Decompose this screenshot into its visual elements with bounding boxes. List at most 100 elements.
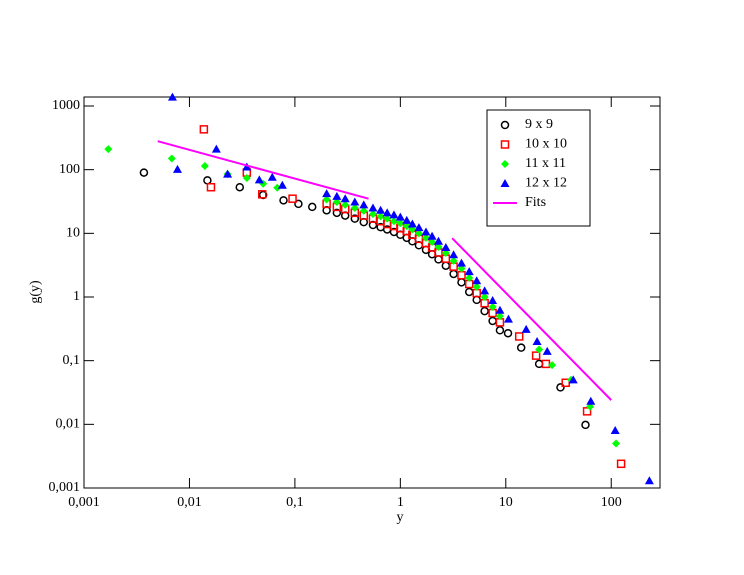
data-point	[548, 361, 557, 370]
data-point	[495, 312, 504, 321]
data-point	[257, 190, 267, 199]
data-point	[277, 180, 287, 189]
data-point	[389, 217, 398, 226]
data-point	[457, 270, 466, 280]
data-point	[104, 145, 113, 154]
data-point	[612, 439, 621, 448]
y-tick-label: 1	[73, 289, 80, 304]
data-point	[428, 238, 437, 247]
data-point	[368, 203, 378, 212]
data-point	[383, 214, 392, 223]
legend-swatch	[500, 140, 510, 149]
data-point	[341, 200, 350, 209]
data-point	[541, 359, 551, 369]
x-axis-label: y	[397, 510, 404, 525]
data-point	[449, 250, 459, 259]
data-point	[211, 144, 221, 153]
x-tick-label: 10	[499, 495, 513, 510]
data-point	[472, 295, 481, 305]
x-tick-label: 0,001	[68, 495, 100, 510]
data-point	[582, 407, 592, 416]
data-point	[332, 208, 342, 218]
data-point	[441, 249, 450, 258]
data-point	[441, 242, 451, 251]
data-point	[223, 169, 233, 178]
data-point	[376, 212, 385, 221]
data-point	[472, 282, 481, 291]
data-point	[456, 258, 466, 267]
data-point	[535, 345, 544, 354]
data-point	[332, 191, 342, 200]
data-point	[464, 287, 474, 297]
legend-swatch	[500, 120, 510, 130]
legend-label: Fits	[525, 195, 546, 210]
data-point	[395, 212, 405, 221]
x-tick-label: 0,1	[286, 495, 304, 510]
x-tick-label: 0,01	[177, 495, 202, 510]
data-point	[288, 194, 297, 203]
data-point	[139, 168, 149, 177]
data-point	[514, 332, 524, 341]
data-point	[273, 183, 282, 192]
data-point	[402, 215, 412, 224]
data-point	[242, 162, 252, 171]
data-point	[480, 306, 489, 316]
legend-swatch	[500, 179, 510, 187]
x-tick-label: 100	[601, 495, 622, 510]
data-point	[495, 305, 505, 314]
legend-label: 9 x 9	[525, 117, 553, 132]
y-tick-label: 100	[59, 162, 80, 177]
data-point	[534, 359, 544, 369]
data-point	[610, 426, 620, 435]
data-point	[449, 269, 458, 279]
data-point	[200, 162, 209, 171]
data-point	[495, 326, 505, 335]
data-point	[464, 267, 474, 276]
legend-label: 12 x 12	[525, 176, 567, 191]
data-point	[516, 343, 526, 352]
data-point	[203, 176, 212, 185]
data-point	[542, 346, 552, 355]
legend-box	[486, 109, 591, 227]
data-point	[434, 243, 443, 252]
data-point	[488, 296, 498, 305]
data-point	[359, 206, 368, 215]
data-point	[480, 286, 490, 295]
data-point	[350, 197, 360, 206]
data-point	[531, 351, 541, 360]
data-point	[568, 375, 578, 384]
data-point	[449, 256, 458, 265]
data-point	[644, 476, 654, 485]
data-point	[586, 396, 596, 405]
data-point	[359, 200, 369, 209]
data-point	[279, 196, 288, 205]
data-point	[332, 198, 341, 207]
fit-line	[157, 140, 612, 401]
data-point	[427, 231, 437, 240]
data-point	[521, 324, 531, 333]
data-point	[167, 92, 177, 101]
data-point	[414, 223, 424, 232]
data-point	[472, 276, 482, 285]
plot-frame	[83, 96, 661, 489]
data-point	[322, 189, 332, 198]
data-point	[503, 328, 513, 338]
data-point	[307, 202, 317, 212]
data-point	[457, 278, 466, 287]
data-point	[421, 227, 431, 236]
data-point	[396, 219, 405, 228]
data-point	[402, 222, 411, 231]
data-point	[199, 125, 209, 134]
data-point	[376, 205, 386, 214]
data-point	[167, 154, 176, 163]
y-tick-label: 10	[66, 226, 80, 241]
data-point	[322, 195, 331, 204]
data-point	[532, 337, 542, 346]
y-axis-label: g(y)	[28, 280, 43, 304]
data-point	[503, 314, 513, 323]
data-point	[389, 210, 399, 219]
data-point	[407, 219, 417, 228]
x-tick-label: 1	[397, 495, 404, 510]
data-point	[350, 204, 359, 213]
